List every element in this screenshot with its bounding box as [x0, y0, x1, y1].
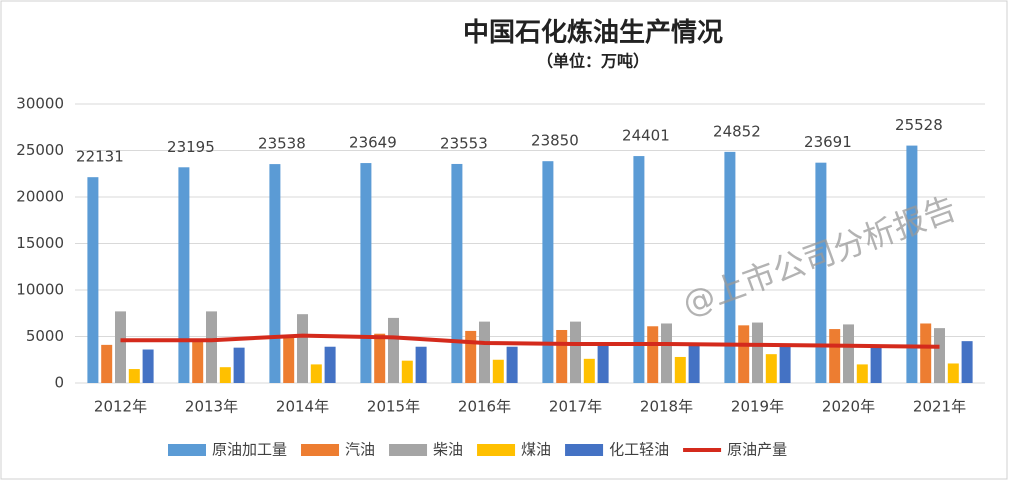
bar [388, 317, 399, 383]
y-tick-label: 0 [54, 374, 64, 392]
x-tick-label: 2015年 [367, 398, 420, 416]
bar [87, 177, 99, 383]
y-tick-label: 15000 [16, 234, 64, 252]
bar [570, 321, 581, 383]
x-tick-label: 2016年 [458, 398, 511, 416]
value-label: 23649 [349, 134, 397, 152]
bar [583, 358, 595, 383]
legend-label: 汽油 [345, 441, 375, 459]
bar [324, 346, 336, 383]
bar [374, 333, 386, 383]
bar [178, 167, 190, 383]
y-tick-label: 25000 [16, 141, 64, 159]
bar [128, 369, 140, 383]
y-tick-label: 20000 [16, 188, 64, 206]
bar [856, 364, 868, 383]
legend-label: 柴油 [433, 441, 463, 459]
value-label: 24852 [713, 122, 761, 140]
chart-title: 中国石化炼油生产情况 [463, 18, 723, 48]
bar [401, 360, 413, 383]
x-tick-label: 2014年 [276, 398, 329, 416]
legend-swatch [565, 444, 604, 456]
bar [192, 339, 204, 383]
value-label: 22131 [76, 148, 124, 166]
bar [752, 322, 763, 383]
value-label: 25528 [895, 116, 943, 134]
legend-swatch [477, 444, 516, 456]
bar [870, 345, 882, 383]
bar [101, 344, 113, 383]
bar [206, 311, 217, 383]
x-tick-label: 2020年 [822, 398, 875, 416]
bar [765, 354, 777, 383]
bar [829, 329, 841, 383]
bar [360, 163, 372, 383]
legend-swatch [301, 444, 340, 456]
y-tick-label: 30000 [16, 95, 64, 113]
bar [738, 325, 750, 383]
y-tick-label: 5000 [26, 327, 64, 345]
bar [647, 326, 659, 383]
value-label: 23691 [804, 133, 852, 151]
bar [233, 347, 245, 383]
x-tick-label: 2012年 [94, 398, 147, 416]
bar [920, 323, 932, 383]
bar [479, 321, 490, 383]
bar [688, 344, 700, 383]
bar [597, 345, 609, 383]
bar [674, 356, 686, 383]
y-tick-label: 10000 [16, 281, 64, 299]
bar [961, 341, 973, 383]
legend-swatch [389, 444, 428, 456]
legend-label: 原油加工量 [212, 441, 287, 459]
value-label: 24401 [622, 127, 670, 145]
bar [661, 323, 672, 383]
bar [269, 164, 281, 383]
x-tick-label: 2018年 [640, 398, 693, 416]
legend-label: 原油产量 [727, 441, 787, 459]
bar [142, 349, 154, 383]
bar [542, 161, 554, 383]
bar [283, 336, 295, 383]
value-label: 23553 [440, 134, 488, 152]
x-tick-label: 2021年 [913, 398, 966, 416]
x-tick-label: 2019年 [731, 398, 784, 416]
legend-label: 化工轻油 [609, 441, 669, 459]
bar [219, 367, 231, 383]
bar [947, 363, 959, 383]
bar [633, 156, 645, 383]
legend-swatch [168, 444, 206, 456]
bar [906, 145, 918, 383]
bar [934, 328, 945, 383]
x-tick-label: 2013年 [185, 398, 238, 416]
value-label: 23195 [167, 138, 215, 156]
value-label: 23538 [258, 135, 306, 153]
bar [815, 162, 827, 383]
bar [297, 314, 308, 383]
chart-subtitle: （单位：万吨） [537, 52, 649, 71]
legend-label: 煤油 [521, 441, 551, 459]
bar [779, 344, 791, 383]
bar [724, 151, 736, 383]
bar [556, 329, 568, 383]
bar [451, 163, 463, 383]
bar [506, 346, 518, 383]
bar [415, 346, 427, 383]
bar [843, 324, 854, 383]
bar [492, 359, 504, 383]
value-label: 23850 [531, 132, 579, 150]
bar [310, 364, 322, 383]
bar [115, 311, 126, 383]
bar [465, 330, 477, 383]
line [120, 333, 940, 349]
x-tick-label: 2017年 [549, 398, 602, 416]
